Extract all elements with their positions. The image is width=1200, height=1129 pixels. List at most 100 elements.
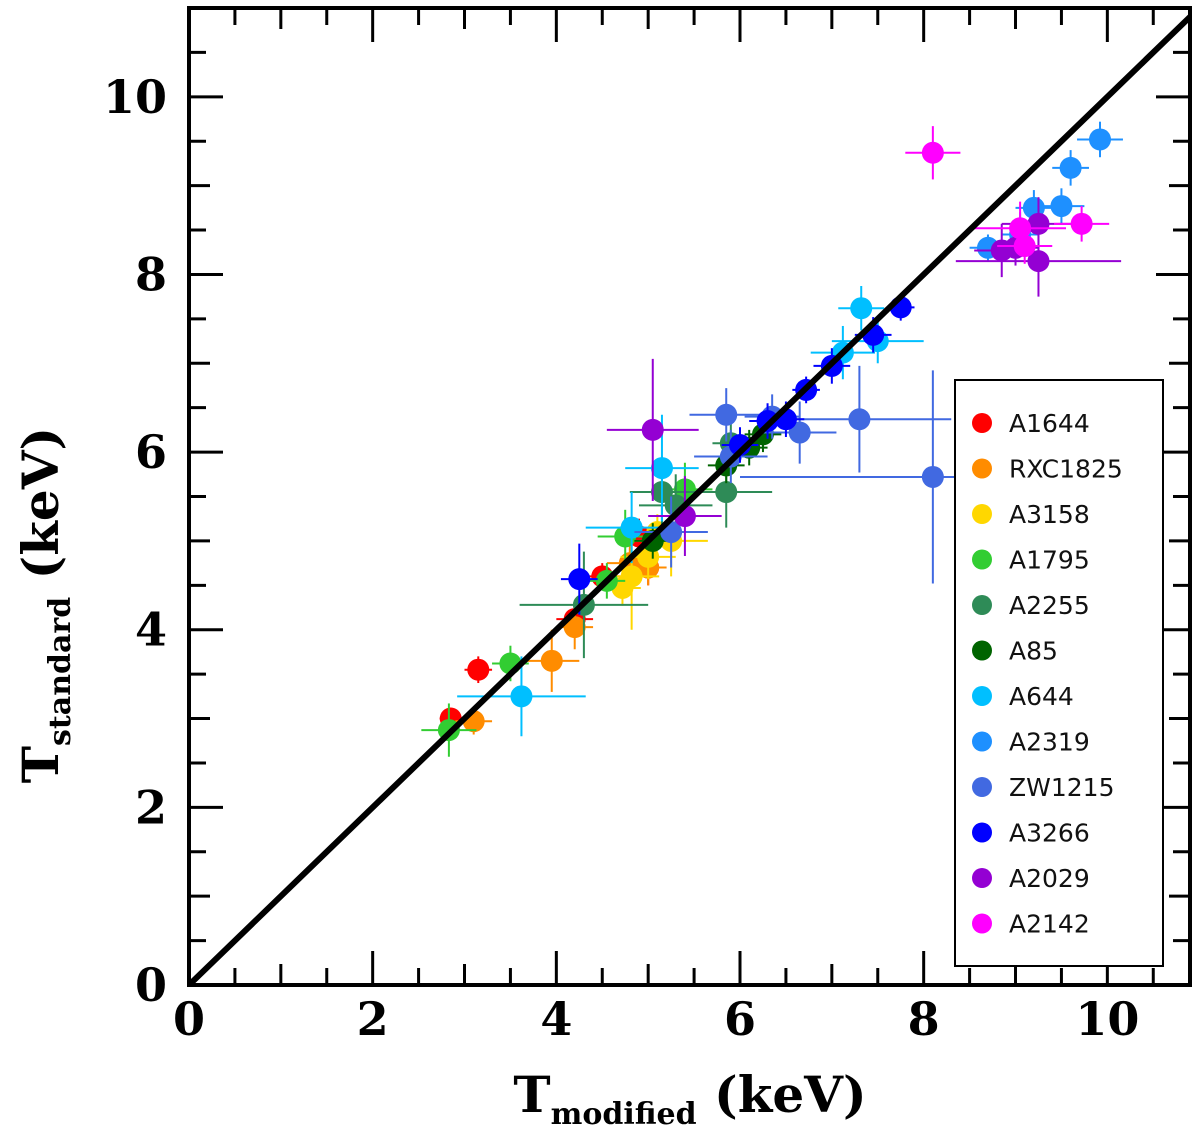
data-point — [762, 401, 837, 464]
marker — [467, 658, 490, 681]
legend-item: A3266 — [972, 819, 1090, 848]
marker — [620, 565, 643, 588]
legend-item: A2142 — [972, 910, 1090, 939]
marker — [921, 465, 944, 488]
data-point — [1077, 121, 1123, 158]
data-point — [457, 656, 586, 737]
marker — [715, 403, 738, 426]
data-point — [606, 358, 699, 501]
axis-ticks: 0 2 4 6 8 10 0 2 4 6 8 10 — [103, 8, 1190, 1046]
x-axis-title-main: T — [513, 1065, 550, 1124]
y-tick-label: 2 — [135, 780, 167, 834]
marker — [641, 418, 664, 441]
marker — [848, 408, 871, 431]
legend-marker — [972, 913, 992, 934]
marker — [1089, 128, 1112, 151]
legend: A1644 RXC1825 A3158 A1795 A2255 A85 A644 A2319 Z… — [954, 379, 1164, 967]
legend-label: A1795 — [1009, 546, 1090, 575]
data-point — [689, 388, 763, 442]
legend-item: ZW1215 — [972, 773, 1114, 802]
legend-marker — [972, 822, 992, 843]
x-tick-label: 10 — [1075, 992, 1139, 1046]
x-axis-title-unit: (keV) — [697, 1065, 867, 1124]
data-point — [1054, 206, 1110, 242]
legend-marker — [972, 549, 992, 570]
y-tick-label: 6 — [135, 425, 167, 479]
legend-item: A2319 — [972, 728, 1090, 757]
y-axis-title-unit: (keV) — [11, 427, 70, 597]
legend-marker — [972, 458, 992, 479]
y-axis-title-main: T — [11, 746, 70, 783]
series-a2142 — [905, 126, 1110, 264]
legend-marker — [972, 777, 992, 797]
x-axis-title-sub: modified — [551, 1097, 697, 1129]
marker — [540, 649, 563, 672]
marker — [788, 421, 811, 444]
marker — [568, 568, 591, 591]
data-point — [905, 126, 961, 180]
legend-marker — [972, 868, 992, 888]
legend-item: A1644 — [972, 409, 1090, 438]
legend-label: A1644 — [1009, 409, 1090, 438]
x-axis-title: Tmodified (keV) — [513, 1065, 866, 1129]
marker — [1070, 212, 1093, 235]
legend-label: ZW1215 — [1009, 773, 1114, 802]
plot-frame — [187, 6, 1192, 987]
legend-item: A3158 — [972, 500, 1090, 529]
data-point — [1052, 150, 1089, 186]
legend-label: A3158 — [1009, 500, 1090, 529]
y-axis-title: Tstandard (keV) — [11, 427, 78, 783]
marker — [921, 141, 944, 164]
legend-box — [954, 379, 1164, 967]
legend-label: RXC1825 — [1009, 455, 1123, 484]
legend-marker — [972, 504, 992, 524]
y-tick-label: 10 — [103, 70, 167, 124]
y-axis-title-sub: standard — [43, 597, 78, 746]
data-point — [524, 629, 580, 692]
y-tick-label: 8 — [135, 247, 167, 301]
legend-label: A2029 — [1009, 864, 1090, 893]
marker — [1027, 212, 1050, 235]
marker — [1050, 195, 1073, 218]
x-tick-label: 4 — [540, 992, 572, 1046]
legend-item: A85 — [972, 637, 1058, 666]
legend-marker — [972, 640, 992, 661]
legend-marker — [972, 686, 992, 706]
legend-label: A2142 — [1009, 910, 1090, 939]
data-point — [997, 228, 1053, 264]
x-tick-label: 2 — [357, 992, 389, 1046]
marker — [641, 529, 664, 552]
legend-marker — [972, 595, 992, 615]
legend-label: A2255 — [1009, 591, 1090, 620]
legend-label: A85 — [1009, 637, 1058, 666]
x-tick-label: 6 — [724, 992, 756, 1046]
marker — [1013, 235, 1036, 258]
marker — [1059, 156, 1082, 179]
identity-line — [189, 12, 1190, 985]
x-tick-label: 0 — [173, 992, 205, 1046]
marker — [510, 685, 533, 708]
legend-marker — [972, 413, 992, 433]
legend-label: A3266 — [1009, 819, 1090, 848]
data-point — [1038, 188, 1085, 224]
data-point — [464, 656, 493, 684]
y-tick-label: 4 — [135, 603, 167, 657]
marker — [715, 481, 738, 504]
x-tick-label: 8 — [908, 992, 940, 1046]
marker — [756, 410, 779, 433]
data-point — [838, 286, 885, 331]
marker — [650, 457, 673, 480]
y-tick-label: 0 — [135, 958, 167, 1012]
marker — [850, 297, 873, 320]
legend-marker — [972, 731, 992, 752]
svg-text:Tmodified (keV): Tmodified (keV) — [513, 1065, 866, 1129]
legend-label: A644 — [1009, 682, 1074, 711]
marker — [620, 516, 643, 539]
marker — [1027, 250, 1050, 273]
marker — [563, 616, 586, 639]
legend-label: A2319 — [1009, 728, 1090, 757]
legend-item: A2029 — [972, 864, 1090, 893]
legend-item: RXC1825 — [972, 455, 1123, 484]
svg-text:Tstandard (keV): Tstandard (keV) — [11, 427, 78, 783]
